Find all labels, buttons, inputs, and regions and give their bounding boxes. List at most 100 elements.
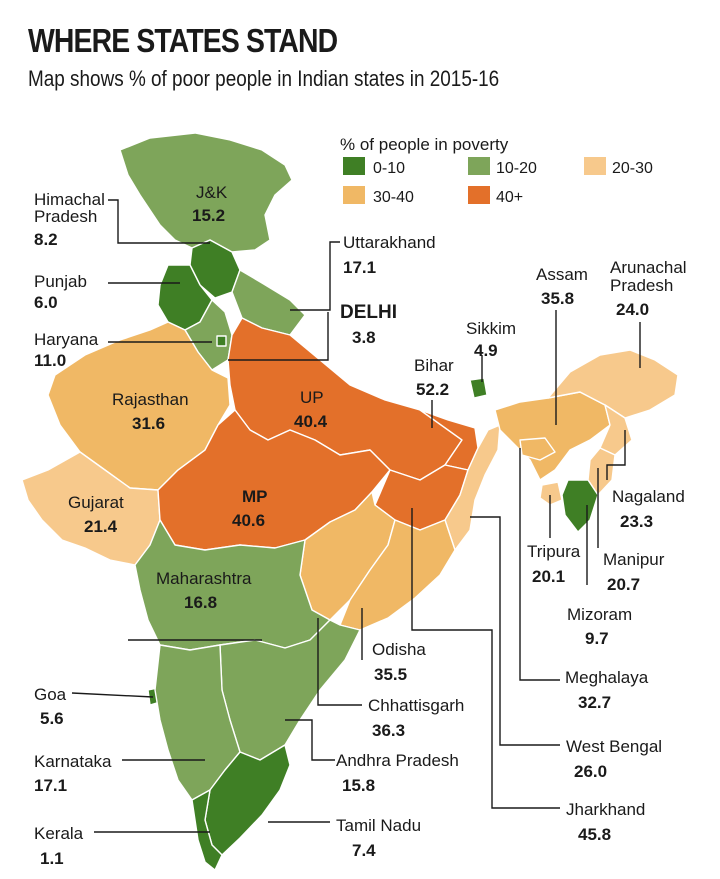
leader-uttarakhand <box>290 241 340 311</box>
state-name: Odisha <box>372 640 426 659</box>
state-name: Haryana <box>34 330 99 349</box>
state-value: 26.0 <box>574 762 607 781</box>
state-value: 24.0 <box>616 300 649 319</box>
state-label-mizoram: Mizoram 9.7 <box>567 605 632 648</box>
state-name: Bihar <box>414 356 454 375</box>
legend-item-30-40: 30-40 <box>343 186 414 206</box>
legend-swatch <box>343 186 365 204</box>
legend-label: 10-20 <box>496 160 537 177</box>
state-label-up: UP 40.4 <box>294 388 328 431</box>
state-label-maharashtra: Maharashtra 16.8 <box>156 569 252 612</box>
leader-delhi <box>228 312 329 361</box>
state-label-punjab: Punjab 6.0 <box>34 272 87 312</box>
state-name: Uttarakhand <box>343 233 436 252</box>
state-value: 21.4 <box>84 517 118 536</box>
state-name: Jharkhand <box>566 800 645 819</box>
state-value: 6.0 <box>34 293 58 312</box>
leader-west-bengal <box>470 516 560 746</box>
state-value: 9.7 <box>585 629 609 648</box>
state-name: Tripura <box>527 542 581 561</box>
leader-chhattisgarh <box>317 618 362 706</box>
leader-goa <box>71 692 154 698</box>
map-subtitle: Map shows % of poor people in Indian sta… <box>28 66 500 91</box>
leader-jharkhand <box>411 508 560 809</box>
state-name: West Bengal <box>566 737 662 756</box>
state-name: Punjab <box>34 272 87 291</box>
legend-item-0-10: 0-10 <box>343 157 405 177</box>
region-sikkim <box>469 377 488 399</box>
leader-himachal <box>108 199 210 244</box>
state-value: 20.1 <box>532 567 565 586</box>
state-value: 1.1 <box>40 849 64 868</box>
state-name: Karnataka <box>34 752 112 771</box>
state-name-line1: Arunachal <box>610 258 687 277</box>
state-name: Tamil Nadu <box>336 816 421 835</box>
state-value: 20.7 <box>607 575 640 594</box>
legend: % of people in poverty 0-10 10-20 20-30 … <box>340 135 653 206</box>
legend-label: 0-10 <box>373 160 405 177</box>
state-value: 32.7 <box>578 693 611 712</box>
state-label-west-bengal: West Bengal 26.0 <box>566 737 662 781</box>
state-label-sikkim: Sikkim 4.9 <box>466 319 516 360</box>
state-value: 35.5 <box>374 665 407 684</box>
state-value: 5.6 <box>40 709 64 728</box>
region-jk <box>119 132 293 253</box>
state-name: J&K <box>196 183 228 202</box>
state-value: 45.8 <box>578 825 611 844</box>
state-label-andhra: Andhra Pradesh 15.8 <box>336 751 459 795</box>
state-name: MP <box>242 487 268 506</box>
state-name-line2: Pradesh <box>34 207 97 226</box>
state-value: 8.2 <box>34 230 58 249</box>
legend-item-40plus: 40+ <box>468 186 523 206</box>
state-value: 36.3 <box>372 721 405 740</box>
state-label-meghalaya: Meghalaya 32.7 <box>565 668 649 712</box>
state-label-goa: Goa 5.6 <box>34 685 67 728</box>
state-name: Nagaland <box>612 487 685 506</box>
state-value: 17.1 <box>34 776 67 795</box>
state-name-line1: Himachal <box>34 190 105 209</box>
state-value: 40.4 <box>294 412 328 431</box>
legend-item-20-30: 20-30 <box>584 157 653 177</box>
state-name: Meghalaya <box>565 668 649 687</box>
state-label-arunachal: Arunachal Pradesh 24.0 <box>610 258 687 319</box>
state-name: Mizoram <box>567 605 632 624</box>
state-label-odisha: Odisha 35.5 <box>372 640 426 684</box>
state-label-nagaland: Nagaland 23.3 <box>612 487 685 531</box>
state-value: 15.8 <box>342 776 375 795</box>
state-label-chhattisgarh: Chhattisgarh 36.3 <box>368 696 464 740</box>
legend-label: 30-40 <box>373 189 414 206</box>
legend-swatch <box>584 157 606 175</box>
state-value: 31.6 <box>132 414 165 433</box>
state-label-uttarakhand: Uttarakhand 17.1 <box>343 233 436 277</box>
state-label-delhi: DELHI 3.8 <box>340 302 397 347</box>
state-name: Rajasthan <box>112 390 189 409</box>
state-label-assam: Assam 35.8 <box>536 265 588 308</box>
region-kerala <box>191 789 223 871</box>
state-value: 16.8 <box>184 593 217 612</box>
region-west-bengal <box>444 424 501 551</box>
state-name: Gujarat <box>68 493 124 512</box>
state-value: 7.4 <box>352 841 376 860</box>
state-value: 15.2 <box>192 206 225 225</box>
state-value: 40.6 <box>232 511 265 530</box>
state-value: 17.1 <box>343 258 376 277</box>
region-meghalaya <box>519 437 556 461</box>
leader-nagaland <box>606 430 626 480</box>
map-title: WHERE STATES STAND <box>28 22 338 59</box>
state-name: Assam <box>536 265 588 284</box>
state-label-gujarat: Gujarat 21.4 <box>68 493 124 536</box>
state-labels: J&K 15.2 Himachal Pradesh 8.2 Punjab 6.0… <box>34 183 687 868</box>
state-value: 35.8 <box>541 289 574 308</box>
region-odisha <box>339 519 456 631</box>
state-name: UP <box>300 388 324 407</box>
state-value: 52.2 <box>416 380 449 399</box>
leader-meghalaya <box>519 448 560 681</box>
legend-title: % of people in poverty <box>340 135 509 154</box>
legend-label: 20-30 <box>612 160 653 177</box>
state-name: Goa <box>34 685 67 704</box>
state-name-line2: Pradesh <box>610 276 673 295</box>
state-label-bihar: Bihar 52.2 <box>414 356 454 399</box>
state-name: Manipur <box>603 550 665 569</box>
region-arunachal-pradesh <box>547 349 679 419</box>
